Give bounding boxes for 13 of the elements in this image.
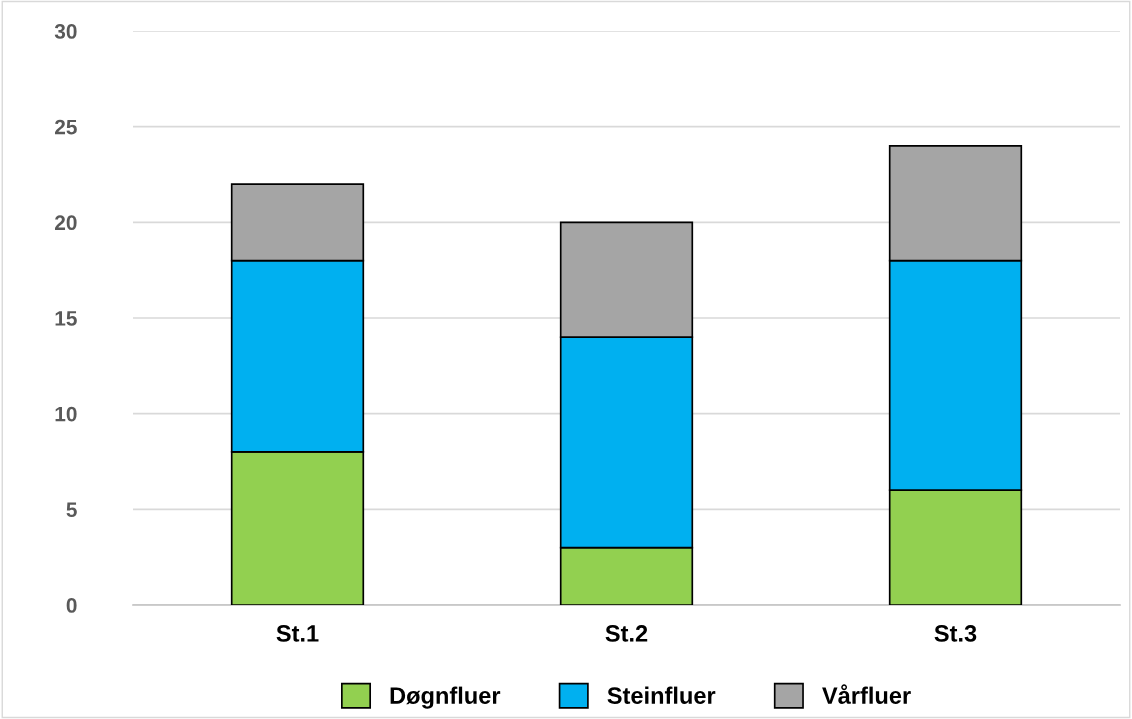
y-tick-label: 15 (55, 311, 77, 326)
y-tick-label: 25 (55, 119, 77, 135)
y-tick-label: 30 (54, 24, 77, 39)
y-tick-label: 5 (66, 502, 77, 518)
x-tick-label: St.1 (276, 625, 319, 642)
legend-label: Steinfluer (607, 686, 716, 704)
legend-label: Vårfluer (822, 684, 911, 704)
x-tick-label: St.2 (605, 625, 648, 642)
x-tick-label: St.3 (934, 625, 977, 642)
y-tick-label: 10 (55, 406, 77, 422)
y-tick-label: 20 (55, 215, 77, 231)
y-tick-label: 0 (66, 598, 77, 613)
legend-label: Døgnfluer (390, 686, 501, 709)
